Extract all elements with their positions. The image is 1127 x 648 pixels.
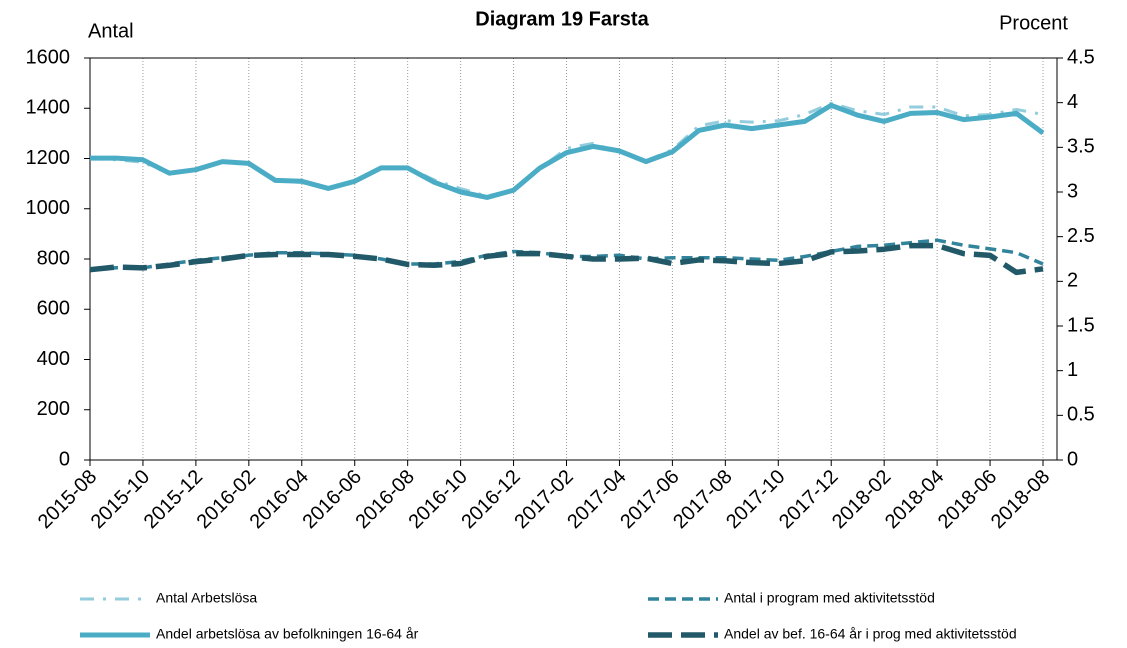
y-tick-label: 1000 <box>26 197 71 219</box>
y2-tick-label: 4.5 <box>1067 46 1095 68</box>
y2-tick-label: 0 <box>1067 448 1078 470</box>
legend-label: Antal Arbetslösa <box>156 590 257 606</box>
y-tick-label: 200 <box>37 398 70 420</box>
y2-tick-label: 0.5 <box>1067 404 1095 426</box>
y-axis-label: Antal <box>88 20 134 42</box>
series-line <box>90 102 1045 200</box>
y-tick-label: 400 <box>37 348 70 370</box>
legend-label: Antal i program med aktivitetsstöd <box>724 590 935 606</box>
y2-tick-label: 3.5 <box>1067 136 1095 158</box>
y2-tick-label: 2 <box>1067 270 1078 292</box>
y-tick-label: 800 <box>37 247 70 269</box>
y-tick-label: 1200 <box>26 147 71 169</box>
y-tick-label: 1400 <box>26 97 71 119</box>
y2-tick-label: 1.5 <box>1067 314 1095 336</box>
series-line <box>89 242 1044 276</box>
legend-label: Andel arbetslösa av befolkningen 16-64 å… <box>156 626 419 642</box>
chart-title: Diagram 19 Farsta <box>475 8 649 30</box>
legend-label: Andel av bef. 16-64 år i prog med aktivi… <box>724 626 1017 642</box>
y-tick-label: 0 <box>59 448 70 470</box>
y-tick-label: 600 <box>37 298 70 320</box>
series-line <box>89 101 1044 198</box>
y2-tick-label: 2.5 <box>1067 225 1095 247</box>
x-tick-label: 2018-08 <box>987 466 1054 533</box>
y2-tick-label: 3 <box>1067 180 1078 202</box>
y2-axis-label: Procent <box>999 12 1068 34</box>
y-tick-label: 1600 <box>26 46 71 68</box>
y2-tick-label: 4 <box>1067 91 1078 113</box>
y2-tick-label: 1 <box>1067 359 1078 381</box>
